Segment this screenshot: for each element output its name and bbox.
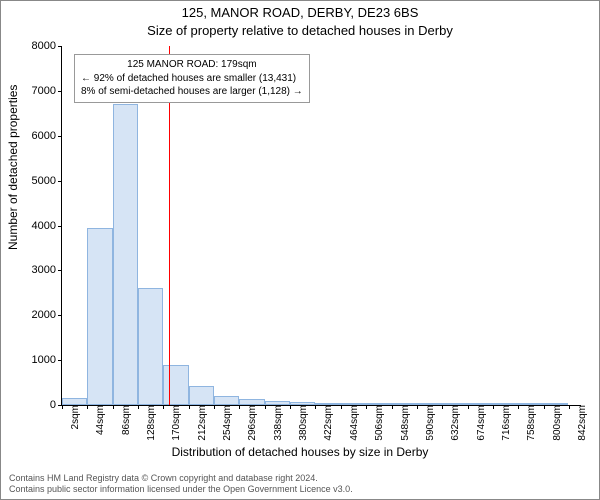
x-tick-label: 170sqm (167, 405, 182, 441)
y-tick: 2000 (32, 309, 62, 321)
x-tick-mark (138, 405, 139, 409)
x-tick-label: 212sqm (193, 405, 208, 441)
histogram-bar (189, 386, 214, 405)
x-tick-label: 380sqm (294, 405, 309, 441)
x-tick-label: 632sqm (446, 405, 461, 441)
x-tick-label: 128sqm (142, 405, 157, 441)
histogram-bar (416, 403, 441, 405)
x-tick-mark (544, 405, 545, 409)
y-tick: 1000 (32, 354, 62, 366)
x-tick-mark (87, 405, 88, 409)
histogram-bar (492, 403, 517, 405)
x-tick-mark (290, 405, 291, 409)
annotation-line2: ← 92% of detached houses are smaller (13… (81, 72, 303, 86)
x-tick-mark (265, 405, 266, 409)
x-tick-label: 716sqm (497, 405, 512, 441)
histogram-bar (366, 403, 391, 405)
histogram-bar (62, 398, 87, 405)
y-tick: 3000 (32, 264, 62, 276)
histogram-bar (87, 228, 112, 405)
x-tick-label: 674sqm (472, 405, 487, 441)
histogram-bar (239, 399, 264, 405)
x-tick-mark (493, 405, 494, 409)
histogram-bar (290, 402, 315, 405)
credits-line1: Contains HM Land Registry data © Crown c… (9, 473, 353, 484)
x-tick-label: 2sqm (66, 405, 81, 429)
y-tick: 6000 (32, 130, 62, 142)
credits: Contains HM Land Registry data © Crown c… (9, 473, 353, 495)
x-tick-label: 44sqm (91, 405, 106, 435)
histogram-bar (341, 403, 366, 405)
chart-container: 125, MANOR ROAD, DERBY, DE23 6BS Size of… (0, 0, 600, 500)
x-tick-label: 590sqm (421, 405, 436, 441)
x-tick-mark (518, 405, 519, 409)
x-tick-label: 842sqm (573, 405, 588, 441)
histogram-bar (315, 403, 340, 405)
histogram-bar (391, 403, 416, 405)
x-tick-mark (417, 405, 418, 409)
x-tick-label: 800sqm (548, 405, 563, 441)
x-tick-label: 464sqm (345, 405, 360, 441)
y-tick: 5000 (32, 175, 62, 187)
x-tick-mark (341, 405, 342, 409)
x-tick-mark (569, 405, 570, 409)
y-tick: 8000 (32, 40, 62, 52)
x-tick-label: 506sqm (370, 405, 385, 441)
plot-area: 0100020003000400050006000700080002sqm44s… (61, 46, 581, 406)
x-tick-label: 254sqm (218, 405, 233, 441)
x-tick-mark (239, 405, 240, 409)
x-tick-mark (163, 405, 164, 409)
histogram-bar (543, 403, 568, 405)
y-axis-label: Number of detached properties (6, 85, 20, 250)
x-tick-mark (468, 405, 469, 409)
x-tick-label: 338sqm (269, 405, 284, 441)
annotation-line1: 125 MANOR ROAD: 179sqm (81, 58, 303, 72)
y-tick: 4000 (32, 220, 62, 232)
x-tick-mark (392, 405, 393, 409)
x-tick-mark (214, 405, 215, 409)
x-tick-mark (366, 405, 367, 409)
chart-title-line2: Size of property relative to detached ho… (1, 23, 599, 38)
annotation-line3: 8% of semi-detached houses are larger (1… (81, 85, 303, 99)
y-tick: 7000 (32, 85, 62, 97)
x-tick-mark (62, 405, 63, 409)
histogram-bar (138, 288, 163, 405)
x-tick-mark (315, 405, 316, 409)
histogram-bar (265, 401, 290, 405)
credits-line2: Contains public sector information licen… (9, 484, 353, 495)
x-tick-label: 758sqm (522, 405, 537, 441)
x-tick-mark (189, 405, 190, 409)
chart-title-line1: 125, MANOR ROAD, DERBY, DE23 6BS (1, 5, 599, 20)
annotation-box: 125 MANOR ROAD: 179sqm ← 92% of detached… (74, 54, 310, 103)
x-tick-label: 296sqm (243, 405, 258, 441)
x-tick-mark (442, 405, 443, 409)
y-tick: 0 (50, 399, 62, 411)
histogram-bar (163, 365, 188, 405)
histogram-bar (442, 403, 467, 405)
x-tick-label: 422sqm (319, 405, 334, 441)
x-tick-label: 86sqm (117, 405, 132, 435)
x-axis-label: Distribution of detached houses by size … (1, 445, 599, 459)
histogram-bar (467, 403, 492, 405)
histogram-bar (113, 104, 138, 405)
x-tick-mark (113, 405, 114, 409)
histogram-bar (214, 396, 239, 405)
x-tick-label: 548sqm (396, 405, 411, 441)
histogram-bar (518, 403, 543, 405)
